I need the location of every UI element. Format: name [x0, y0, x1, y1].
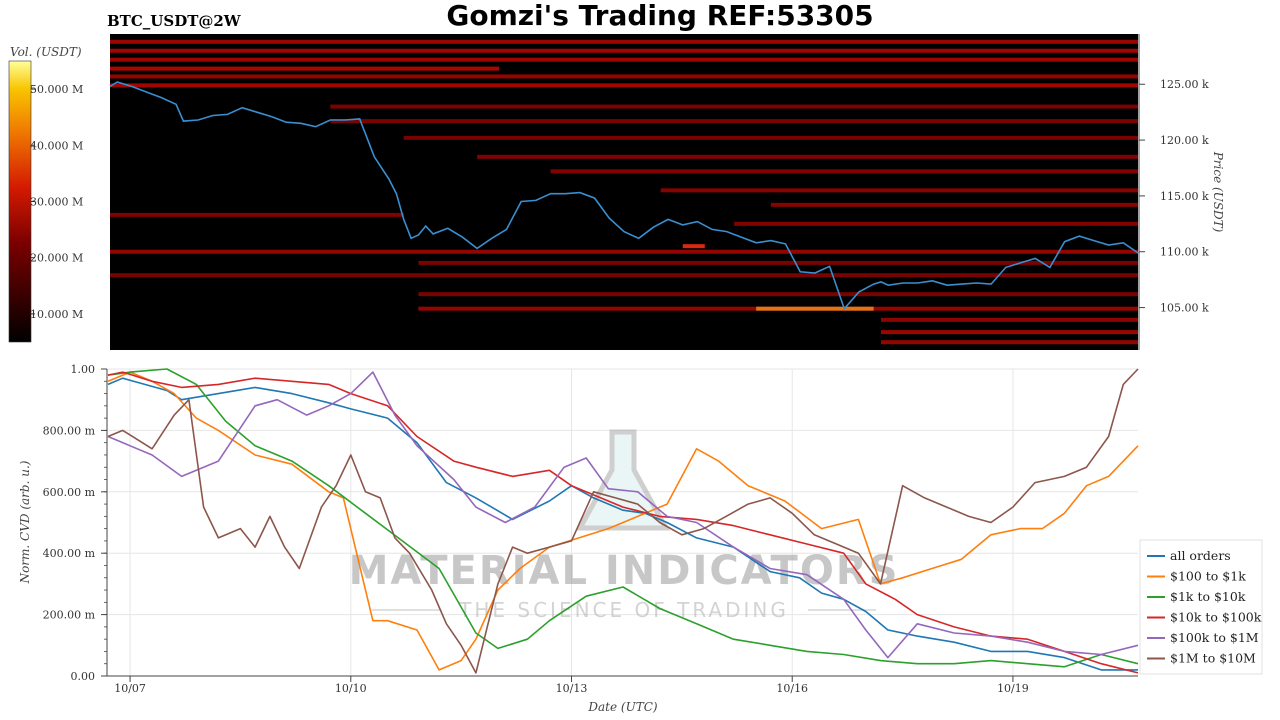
legend-item-label: $1M to $10M: [1170, 651, 1256, 666]
colorbar-ticks: 10.000 M 20.000 M 30.000 M 40.000 M 50.000 M: [30, 83, 83, 321]
cvd-panel: MATERIAL INDICATORS THE SCIENCE OF TRADI…: [18, 363, 1263, 714]
liquidity-band: [330, 104, 1138, 109]
legend: all orders $100 to $1k $1k to $10k $10k to …: [1139, 539, 1263, 675]
liquidity-bands: [110, 39, 1139, 345]
cvd-series-line: [107, 377, 1138, 671]
cvd-x-tick-label: 10/16: [776, 682, 808, 695]
flask-icon: [575, 429, 671, 531]
watermark-tagline: THE SCIENCE OF TRADING: [458, 598, 789, 622]
liquidity-band: [330, 119, 1138, 124]
legend-item-label: $1k to $10k: [1170, 589, 1246, 604]
liquidity-band: [110, 273, 1138, 278]
pair-label: BTC_USDT@2W: [107, 12, 242, 30]
liquidity-band: [477, 154, 1139, 159]
liquidity-band: [110, 83, 1138, 88]
liquidity-band: [881, 330, 1138, 335]
colorbar-tick-label: 20.000 M: [30, 252, 83, 265]
price-tick-label: 120.00 k: [1160, 134, 1209, 147]
legend-items: all orders $100 to $1k $1k to $10k $10k to …: [1147, 548, 1262, 666]
colorbar-tick-label: 50.000 M: [30, 83, 83, 96]
price-tick-label: 115.00 k: [1160, 190, 1209, 203]
cvd-y-tick-label: 600.00 m: [43, 486, 96, 499]
liquidity-band: [881, 340, 1138, 345]
legend-item-label: $100k to $1M: [1170, 630, 1259, 645]
liquidity-band: [110, 57, 1138, 62]
price-axis-ticks: 105.00 k 110.00 k 115.00 k 120.00 k 125.00 k: [1139, 78, 1209, 315]
liquidity-band: [110, 249, 1138, 254]
liquidity-band: [110, 66, 500, 71]
price-tick-label: 110.00 k: [1160, 246, 1209, 259]
liquidity-band: [660, 188, 1138, 193]
liquidity-band: [110, 74, 1138, 79]
liquidity-band: [550, 169, 1138, 174]
legend-item-label: all orders: [1170, 548, 1231, 563]
cvd-y-tick-label: 0.00: [71, 670, 96, 683]
cvd-x-axis-label: Date (UTC): [587, 700, 657, 714]
cvd-series-line: [107, 368, 1139, 674]
cvd-x-tick-label: 10/19: [997, 682, 1029, 695]
colorbar-tick-label: 40.000 M: [30, 139, 83, 152]
liquidity-band: [734, 221, 1138, 226]
liquidity-band: [110, 39, 1138, 44]
cvd-series-line: [107, 371, 1139, 659]
liquidity-band: [770, 202, 1138, 207]
liquidity-band: [756, 306, 874, 311]
cvd-y-tick-label: 800.00 m: [43, 424, 96, 437]
colorbar: Vol. (USDT) 10.000 M 20.000 M 30.000 M 40.0…: [8, 45, 83, 343]
cvd-x-tick-label: 10/13: [556, 682, 588, 695]
cvd-y-ticks: 0.00 200.00 m 400.00 m 600.00 m 800.00 m 1.00: [43, 363, 107, 683]
legend-box: [1139, 539, 1263, 675]
cvd-x-ticks: 10/07 10/10 10/13 10/16 10/19: [114, 676, 1029, 695]
cvd-series-line: [107, 371, 1139, 671]
colorbar-tick-label: 10.000 M: [30, 308, 83, 321]
cvd-y-tick-label: 400.00 m: [43, 547, 96, 560]
colorbar-gradient: [8, 60, 32, 343]
price-axis-label: Price (USDT): [1211, 151, 1225, 233]
liquidity-band: [418, 260, 1138, 265]
heatmap-panel: 105.00 k 110.00 k 115.00 k 120.00 k 125.00 k…: [109, 34, 1225, 350]
cvd-x-tick-label: 10/07: [114, 682, 146, 695]
cvd-y-axis-label: Norm. CVD (arb. u.): [18, 460, 32, 584]
cvd-x-tick-label: 10/10: [335, 682, 367, 695]
liquidity-band: [682, 244, 705, 249]
colorbar-label: Vol. (USDT): [10, 45, 82, 59]
liquidity-band: [110, 48, 1138, 53]
price-tick-label: 125.00 k: [1160, 78, 1209, 91]
cvd-series-lines: [107, 368, 1139, 674]
legend-item-label: $10k to $100k: [1170, 610, 1262, 625]
cvd-series-line: [107, 371, 1139, 674]
liquidity-band: [403, 135, 1138, 140]
colorbar-tick-label: 30.000 M: [30, 196, 83, 209]
liquidity-band: [110, 212, 404, 217]
cvd-series-line: [107, 368, 1139, 668]
price-line: [109, 81, 1139, 311]
liquidity-band: [881, 317, 1138, 322]
liquidity-band: [418, 292, 1138, 297]
cvd-y-tick-label: 1.00: [71, 363, 96, 376]
cvd-y-tick-label: 200.00 m: [43, 609, 96, 622]
chart-title: Gomzi's Trading REF:53305: [446, 0, 873, 32]
price-tick-label: 105.00 k: [1160, 302, 1209, 315]
legend-item-label: $100 to $1k: [1170, 569, 1246, 584]
